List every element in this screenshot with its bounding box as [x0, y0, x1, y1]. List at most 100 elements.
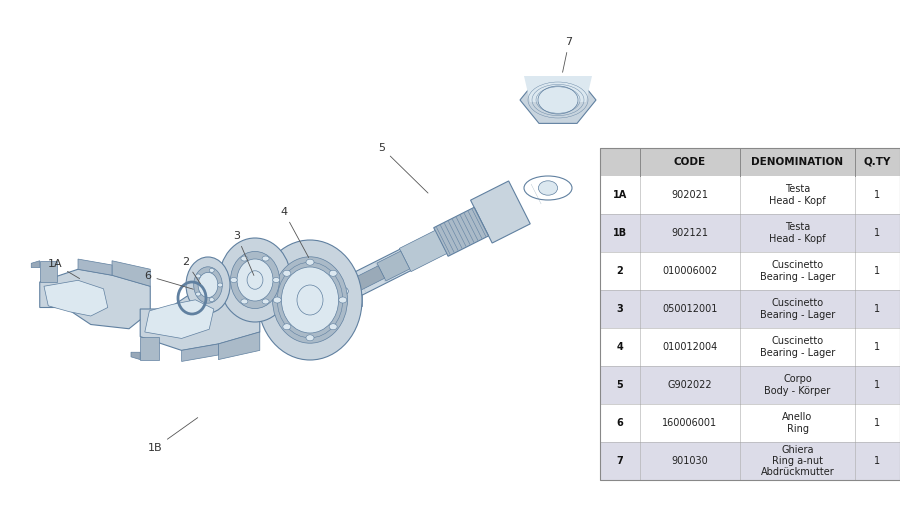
Ellipse shape [237, 259, 273, 301]
Text: 3: 3 [233, 231, 254, 275]
Bar [600, 366, 900, 404]
Ellipse shape [248, 271, 263, 289]
Text: 1: 1 [875, 304, 880, 314]
Text: 1: 1 [875, 342, 880, 352]
Bar [600, 404, 900, 442]
Bar [600, 442, 900, 480]
Ellipse shape [230, 278, 238, 283]
Text: 050012001: 050012001 [662, 304, 717, 314]
Text: 160006001: 160006001 [662, 418, 717, 428]
Polygon shape [400, 230, 446, 271]
Polygon shape [40, 269, 150, 329]
Polygon shape [145, 300, 214, 338]
Polygon shape [112, 261, 150, 286]
Polygon shape [520, 77, 596, 123]
Text: Corpo: Corpo [783, 374, 812, 385]
Text: 3: 3 [616, 304, 624, 314]
Ellipse shape [230, 251, 280, 309]
Ellipse shape [186, 257, 230, 313]
Text: 7: 7 [562, 37, 572, 72]
Text: Cuscinetto: Cuscinetto [771, 298, 824, 309]
Text: 902021: 902021 [671, 190, 708, 200]
Text: 2: 2 [616, 266, 624, 276]
Ellipse shape [209, 297, 214, 302]
Text: Testa: Testa [785, 184, 810, 195]
Polygon shape [308, 293, 335, 312]
Text: 5: 5 [616, 380, 624, 390]
Ellipse shape [283, 324, 291, 330]
Polygon shape [377, 251, 410, 281]
Bar [600, 148, 900, 176]
Text: 1: 1 [875, 228, 880, 238]
Text: Anello: Anello [782, 413, 813, 422]
Text: Body - Körper: Body - Körper [764, 386, 831, 395]
Ellipse shape [538, 181, 558, 195]
Text: Cuscinetto: Cuscinetto [771, 336, 824, 347]
Ellipse shape [306, 335, 314, 341]
Polygon shape [40, 261, 57, 282]
Polygon shape [44, 280, 108, 316]
Polygon shape [434, 207, 489, 257]
Text: 4: 4 [281, 207, 309, 258]
Bar [600, 148, 900, 480]
Text: 1A: 1A [613, 190, 627, 200]
Polygon shape [140, 286, 260, 350]
Bar [600, 328, 900, 366]
Text: 1B: 1B [148, 418, 198, 453]
Polygon shape [471, 181, 530, 243]
Text: 6: 6 [616, 418, 624, 428]
Polygon shape [350, 266, 384, 293]
Text: 902121: 902121 [671, 228, 708, 238]
Text: 5: 5 [379, 143, 428, 193]
Ellipse shape [282, 267, 338, 333]
Text: 1: 1 [875, 266, 880, 276]
Text: 6: 6 [145, 271, 194, 289]
Ellipse shape [306, 259, 314, 265]
Text: Q.TY: Q.TY [864, 157, 891, 167]
Ellipse shape [274, 297, 281, 303]
Ellipse shape [194, 267, 222, 303]
Text: Bearing - Lager: Bearing - Lager [760, 348, 835, 357]
Text: Cuscinetto: Cuscinetto [771, 261, 824, 270]
Ellipse shape [262, 299, 269, 304]
Text: 010012004: 010012004 [662, 342, 717, 352]
Polygon shape [524, 76, 592, 102]
Ellipse shape [329, 270, 338, 276]
Polygon shape [182, 344, 219, 361]
Polygon shape [140, 336, 158, 359]
Bar [600, 176, 900, 214]
Text: G902022: G902022 [668, 380, 712, 390]
Ellipse shape [297, 285, 323, 315]
Text: Ring a-nut: Ring a-nut [772, 456, 823, 466]
Ellipse shape [258, 240, 362, 360]
Ellipse shape [198, 272, 218, 297]
Ellipse shape [538, 86, 578, 114]
Ellipse shape [273, 257, 347, 343]
Text: 1: 1 [875, 380, 880, 390]
Text: Bearing - Lager: Bearing - Lager [760, 271, 835, 282]
Ellipse shape [218, 283, 222, 287]
Text: Abdrückmutter: Abdrückmutter [760, 467, 834, 477]
Text: 2: 2 [183, 257, 201, 284]
Text: 1: 1 [875, 190, 880, 200]
Text: Ghiera: Ghiera [781, 445, 814, 455]
Text: 901030: 901030 [671, 456, 708, 466]
Text: Testa: Testa [785, 223, 810, 232]
Text: 4: 4 [616, 342, 624, 352]
Polygon shape [32, 261, 40, 268]
Text: 010006002: 010006002 [662, 266, 717, 276]
Ellipse shape [219, 238, 291, 322]
Polygon shape [131, 352, 140, 359]
Ellipse shape [195, 292, 201, 296]
Bar [600, 214, 900, 252]
Polygon shape [258, 294, 362, 306]
Text: 1B: 1B [613, 228, 627, 238]
Text: 7: 7 [616, 456, 624, 466]
Polygon shape [78, 259, 112, 275]
Text: CODE: CODE [674, 157, 706, 167]
Bar [600, 290, 900, 328]
Text: 1A: 1A [48, 259, 79, 279]
Text: Head - Kopf: Head - Kopf [770, 196, 826, 205]
Polygon shape [219, 332, 260, 359]
Bar [600, 252, 900, 290]
